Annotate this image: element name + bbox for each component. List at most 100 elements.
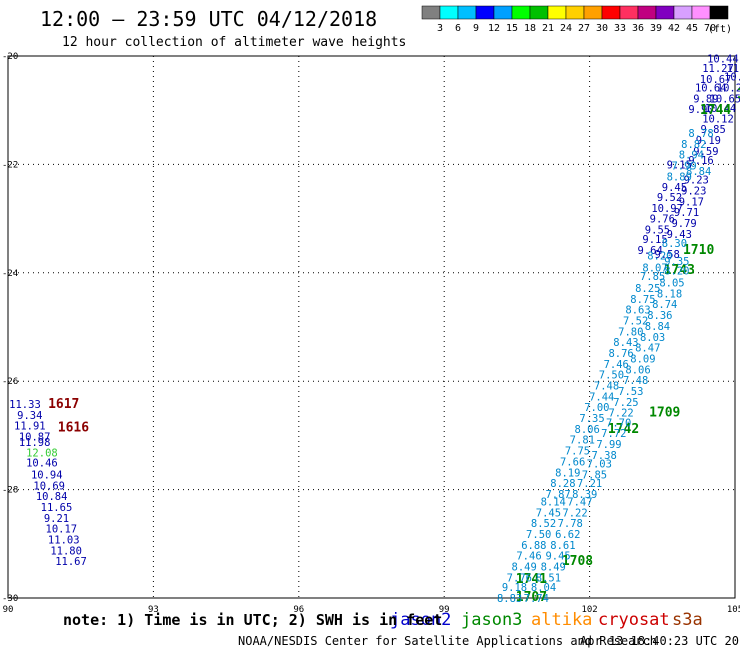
data-label: 8.51 bbox=[536, 572, 561, 584]
data-label: 9.17 bbox=[679, 196, 704, 208]
data-label: 8.06 bbox=[625, 364, 650, 376]
data-label: 9.45 bbox=[662, 182, 687, 194]
data-label: 8.25 bbox=[635, 283, 660, 295]
data-label: 9.85 bbox=[701, 124, 726, 136]
color-legend: 3 6 9 12 15 18 21 24 27 30 33 36 39 42 45 70 bbox=[421, 5, 729, 34]
satellite-name-jason3: jason3 bbox=[461, 610, 522, 630]
data-label: 8.03 bbox=[640, 332, 665, 344]
x-tick-label: 93 bbox=[148, 605, 159, 615]
data-label: 1617 bbox=[48, 397, 79, 412]
data-label: 7.44 bbox=[589, 391, 614, 403]
y-tick-label: -20 bbox=[2, 52, 18, 62]
legend-label: 9 bbox=[473, 23, 479, 34]
data-label: 9.89 bbox=[693, 93, 718, 105]
data-label: 9.59 bbox=[693, 146, 718, 158]
legend-swatch bbox=[439, 5, 459, 20]
y-tick-label: -24 bbox=[2, 269, 18, 279]
data-label: 7.00 bbox=[584, 402, 609, 414]
y-tick-label: -22 bbox=[2, 160, 18, 170]
data-label: 1707 bbox=[516, 590, 547, 605]
x-tick-label: 102 bbox=[581, 605, 597, 615]
data-label: 11.33 bbox=[9, 399, 41, 411]
data-label: 9.21 bbox=[44, 513, 69, 525]
data-label: 7.21 bbox=[577, 478, 602, 490]
data-label: 10.93 bbox=[724, 72, 740, 84]
data-label: 10.84 bbox=[36, 491, 68, 503]
x-tick-label: 96 bbox=[293, 605, 304, 615]
data-label: 10.44 bbox=[707, 54, 739, 66]
data-label: 12.08 bbox=[26, 448, 58, 460]
data-label: 10.17 bbox=[46, 524, 78, 536]
data-label: 7.38 bbox=[591, 450, 616, 462]
data-label: 7.74 bbox=[524, 593, 549, 605]
legend-label: 3 bbox=[437, 23, 443, 34]
data-label: 8.39 bbox=[572, 489, 597, 501]
data-label: 8.06 bbox=[575, 424, 600, 436]
legend-label: 21 bbox=[542, 23, 554, 34]
data-label: 7.22 bbox=[562, 507, 587, 519]
data-label: 9.45 bbox=[545, 551, 570, 563]
chart-subtitle: 12 hour collection of altimeter wave hei… bbox=[62, 35, 406, 50]
legend-swatch bbox=[619, 5, 639, 20]
data-label: 7.47 bbox=[567, 497, 592, 509]
x-tick-label: 105 bbox=[727, 605, 740, 615]
data-label: 7.72 bbox=[601, 428, 626, 440]
data-label: 8.63 bbox=[625, 305, 650, 317]
data-label: 10.46 bbox=[26, 458, 58, 470]
legend-label: 6 bbox=[455, 23, 461, 34]
data-label: 11.67 bbox=[55, 556, 87, 568]
data-label: 7.22 bbox=[608, 408, 633, 420]
data-label: 17 bbox=[737, 87, 740, 102]
data-label: 10.65 bbox=[710, 93, 740, 105]
data-label: 7.76 bbox=[507, 572, 532, 584]
data-label: 8.14 bbox=[541, 497, 566, 509]
legend-label: 33 bbox=[614, 23, 626, 34]
data-label: 7.50 bbox=[599, 370, 624, 382]
data-label: 9.43 bbox=[667, 229, 692, 241]
legend-swatch bbox=[601, 5, 621, 20]
data-label: 8.75 bbox=[630, 294, 655, 306]
data-label: 9.23 bbox=[684, 175, 709, 187]
data-label: 8.83 bbox=[497, 593, 522, 605]
data-label: 8.61 bbox=[550, 540, 575, 552]
data-label: 9.52 bbox=[657, 192, 682, 204]
y-tick-label: -30 bbox=[2, 594, 18, 604]
legend-swatch bbox=[421, 5, 441, 20]
data-label: 10.69 bbox=[33, 480, 65, 492]
y-tick-label: -26 bbox=[2, 377, 18, 387]
footer-timestamp: Apr 13 18:40:23 UTC 2018 bbox=[580, 634, 740, 648]
legend-label: 42 bbox=[668, 23, 680, 34]
data-label: 8.74 bbox=[652, 299, 677, 311]
legend-swatch bbox=[583, 5, 603, 20]
data-label: 7.66 bbox=[560, 456, 585, 468]
satellite-name-altika: altika bbox=[531, 610, 592, 630]
data-label: 9.71 bbox=[674, 207, 699, 219]
data-label: 9.55 bbox=[645, 224, 670, 236]
data-label: 1708 bbox=[562, 554, 593, 569]
data-label: 8.84 bbox=[686, 166, 711, 178]
data-label: 9.15 bbox=[667, 159, 692, 171]
data-label: 9.18 bbox=[502, 582, 527, 594]
data-label: 7.52 bbox=[623, 315, 648, 327]
data-label: 1616 bbox=[58, 420, 89, 435]
data-label: 11.03 bbox=[48, 534, 80, 546]
data-label: 11.27 bbox=[702, 63, 734, 75]
data-label: 6.62 bbox=[555, 529, 580, 541]
data-label: 8.47 bbox=[635, 343, 660, 355]
legend-label: 45 bbox=[686, 23, 698, 34]
data-label: 7.85 bbox=[640, 271, 665, 283]
data-label: 1743 bbox=[664, 263, 695, 278]
data-label: 7.48 bbox=[623, 375, 648, 387]
data-label: 8.94 bbox=[679, 150, 704, 162]
legend-label: 30 bbox=[596, 23, 608, 34]
legend-label: 24 bbox=[560, 23, 572, 34]
legend-unit: (ft) bbox=[708, 24, 732, 35]
legend-swatch bbox=[511, 5, 531, 20]
data-label: 8.84 bbox=[645, 321, 670, 333]
legend-label: 36 bbox=[632, 23, 644, 34]
plot-frame bbox=[7, 55, 736, 599]
data-label: 8.20 bbox=[664, 266, 689, 278]
data-label: 10.12 bbox=[702, 113, 734, 125]
